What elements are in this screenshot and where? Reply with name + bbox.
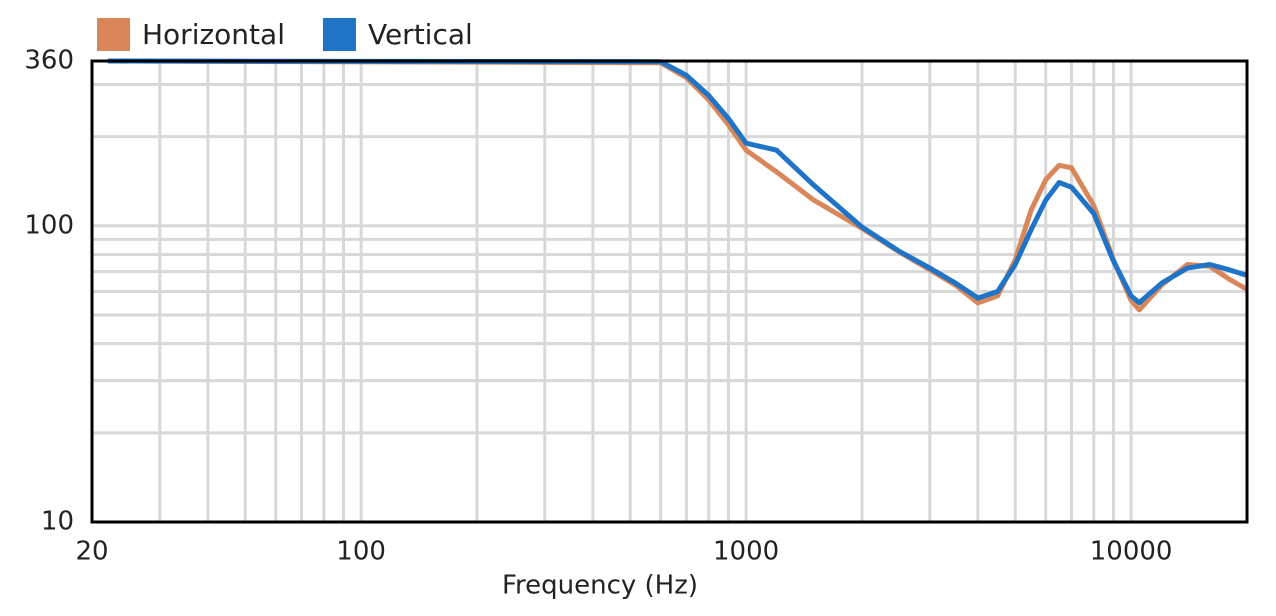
legend-label: Vertical — [368, 18, 473, 51]
y-tick-label: 10 — [41, 507, 74, 537]
x-tick-label: 1000 — [713, 537, 779, 567]
y-tick-label: 360 — [24, 46, 74, 76]
legend-label: Horizontal — [142, 18, 285, 51]
legend-swatch — [97, 18, 130, 51]
x-tick-label: 20 — [75, 537, 108, 567]
plot-frame — [90, 59, 1249, 524]
series-line — [107, 58, 1248, 306]
x-tick-label: 10000 — [1090, 537, 1173, 567]
y-tick-label: 100 — [24, 210, 74, 240]
x-axis-label: Frequency (Hz) — [502, 571, 698, 601]
legend-swatch — [322, 18, 356, 51]
x-tick-label: 100 — [336, 537, 386, 567]
